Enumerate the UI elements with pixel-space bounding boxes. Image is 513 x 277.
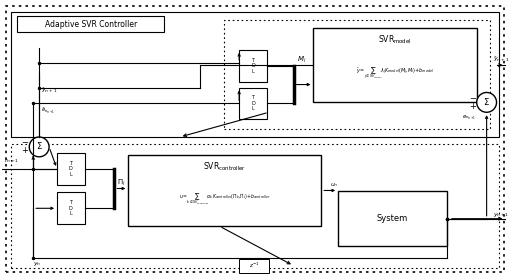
Text: $y_n$: $y_n$ bbox=[33, 260, 42, 268]
Text: System: System bbox=[377, 214, 408, 223]
Text: $M_i$: $M_i$ bbox=[297, 55, 306, 65]
Text: Adaptive SVR Controller: Adaptive SVR Controller bbox=[45, 20, 137, 29]
Text: +: + bbox=[469, 102, 476, 111]
Bar bbox=[128, 155, 321, 226]
Bar bbox=[17, 16, 164, 32]
Bar bbox=[11, 12, 499, 137]
Bar bbox=[239, 50, 267, 82]
Text: $e_{n_{n+1}}$: $e_{n_{n+1}}$ bbox=[462, 113, 476, 122]
Bar bbox=[338, 191, 447, 246]
Text: −: − bbox=[21, 138, 28, 147]
Text: $y_{n+1}$: $y_{n+1}$ bbox=[492, 211, 509, 219]
Text: $\Pi_i$: $\Pi_i$ bbox=[117, 178, 126, 188]
Bar bbox=[11, 144, 499, 268]
Bar bbox=[239, 259, 269, 273]
Text: $z^{-1}$: $z^{-1}$ bbox=[249, 261, 259, 270]
Ellipse shape bbox=[477, 93, 497, 112]
Bar bbox=[224, 20, 489, 129]
Text: $\Sigma$: $\Sigma$ bbox=[36, 140, 43, 152]
Text: T
D
L: T D L bbox=[69, 161, 73, 177]
Bar bbox=[239, 88, 267, 119]
Text: T
D
L: T D L bbox=[251, 96, 255, 111]
Text: $\hat{y}_{n+1}$: $\hat{y}_{n+1}$ bbox=[41, 86, 57, 96]
Text: $u=\!\sum_{k\in SV_{\!controller}}\!\alpha_k K_{controller}(\Pi_k,\!\Pi_i)\!+\!b: $u=\!\sum_{k\in SV_{\!controller}}\!\alp… bbox=[179, 191, 271, 207]
Text: SVR$_{\mathregular{controller}}$: SVR$_{\mathregular{controller}}$ bbox=[203, 160, 246, 173]
Bar bbox=[57, 193, 85, 224]
Text: T
D
L: T D L bbox=[251, 58, 255, 74]
Ellipse shape bbox=[29, 137, 49, 157]
Text: T
D
L: T D L bbox=[69, 200, 73, 216]
Text: $u_n$: $u_n$ bbox=[330, 181, 338, 189]
Bar bbox=[57, 153, 85, 184]
Text: $\hat{e}_{n_{n+1}}$: $\hat{e}_{n_{n+1}}$ bbox=[41, 106, 55, 116]
Text: +: + bbox=[22, 146, 28, 155]
Text: SVR$_{\mathregular{model}}$: SVR$_{\mathregular{model}}$ bbox=[378, 34, 412, 46]
Text: $\hat{y}=\!\sum_{j\in SV_{\!model}}\!\lambda_j K_{model}(M_j,\!M_i)\!+\!b_{model: $\hat{y}=\!\sum_{j\in SV_{\!model}}\!\la… bbox=[356, 66, 435, 82]
Text: $\Sigma$: $\Sigma$ bbox=[483, 96, 490, 107]
Text: $\hat{y}_{n+1}$: $\hat{y}_{n+1}$ bbox=[492, 55, 509, 64]
Text: −: − bbox=[469, 94, 476, 103]
Text: $r_{n+1}$: $r_{n+1}$ bbox=[4, 156, 18, 165]
Bar bbox=[313, 28, 477, 102]
